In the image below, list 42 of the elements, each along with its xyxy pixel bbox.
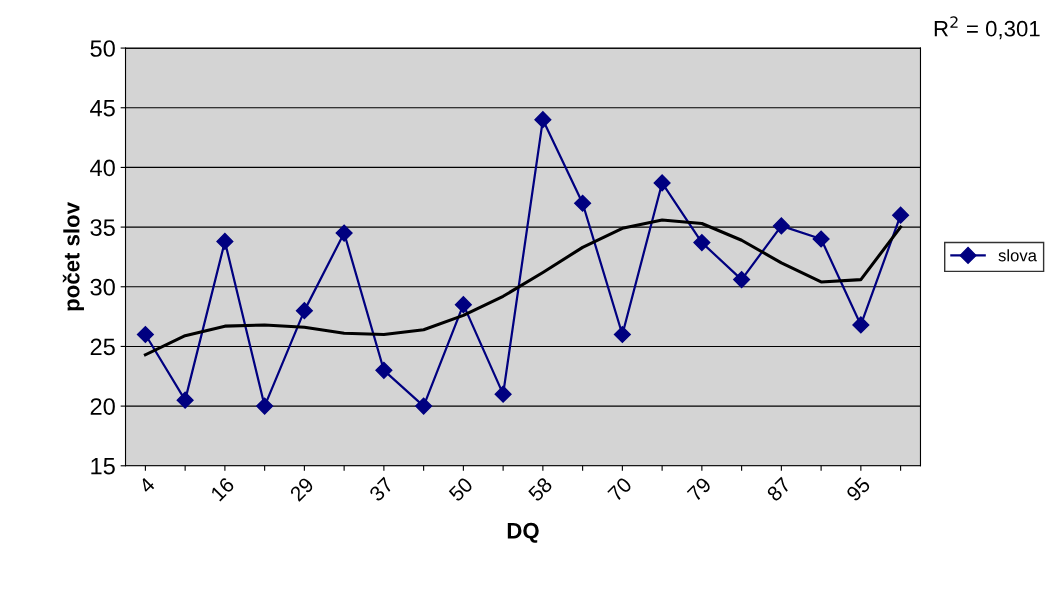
point: [415, 397, 433, 415]
y-tick-label: 25: [90, 338, 115, 356]
point: [574, 194, 592, 212]
point: [375, 361, 393, 379]
point: [772, 217, 790, 235]
point: [733, 271, 751, 289]
x-tick-label: 16: [210, 476, 236, 502]
y-tick-label: 50: [90, 40, 115, 57]
x-tick-label: 70: [607, 476, 633, 502]
x-axis-title: DQ: [507, 522, 539, 543]
point: [534, 111, 552, 129]
x-tick-label: 87: [766, 476, 792, 503]
point: [812, 230, 830, 248]
legend-label: slova: [998, 249, 1037, 262]
y-tick-label: 40: [90, 159, 115, 177]
point: [216, 232, 234, 250]
point: [256, 397, 274, 415]
x-tick-label: 4: [138, 476, 156, 495]
point: [176, 391, 194, 409]
x-tick-label: 95: [845, 476, 872, 503]
text: R$^{2}$ = 0,301: [934, 16, 1040, 40]
y-tick-label: 45: [90, 100, 115, 117]
y-tick-label: 30: [90, 278, 115, 296]
y-axis-title: počet slov: [62, 202, 84, 311]
point: [494, 385, 512, 403]
point: [454, 296, 472, 314]
x-tick-label: 37: [368, 476, 394, 503]
y-tick-label: 35: [90, 219, 115, 236]
point: [693, 234, 711, 252]
x-tick-label: 29: [289, 476, 315, 502]
point: [335, 224, 353, 242]
point: [892, 206, 910, 224]
point: [613, 325, 631, 344]
y-tick-label: 20: [90, 398, 115, 415]
point: [295, 302, 313, 320]
point: [852, 316, 870, 334]
point: [653, 174, 671, 192]
y-tick-label: 15: [91, 458, 115, 475]
point: [136, 325, 154, 344]
x-tick-label: 79: [686, 476, 712, 502]
x-tick-label: 58: [527, 476, 554, 503]
x-tick-label: 50: [447, 476, 474, 503]
